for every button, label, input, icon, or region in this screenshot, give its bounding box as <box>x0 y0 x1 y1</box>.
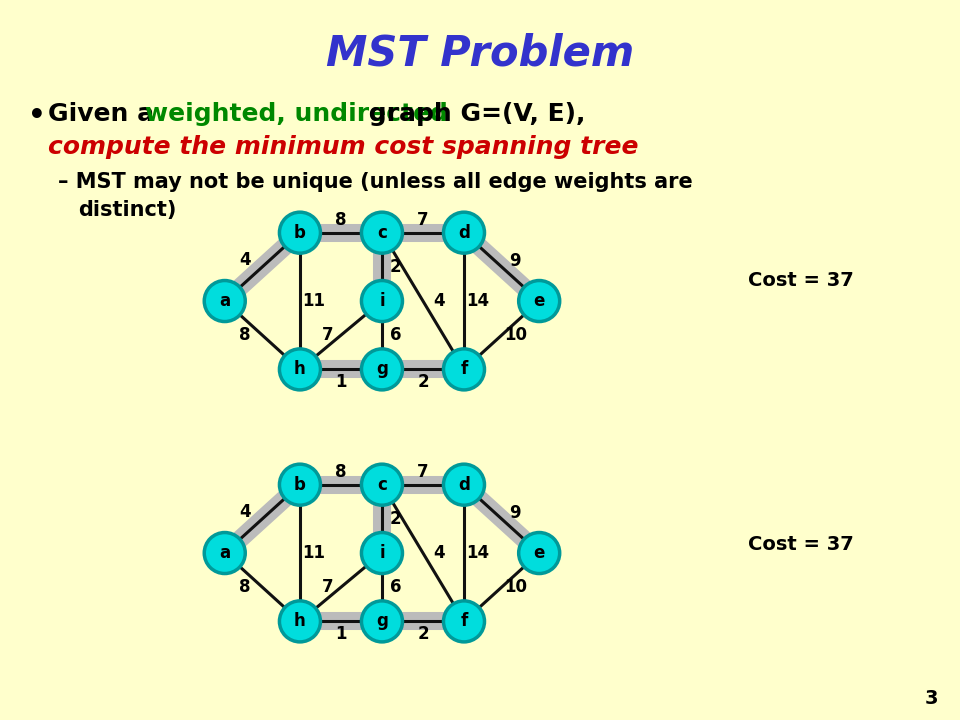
Circle shape <box>279 464 321 505</box>
Text: 6: 6 <box>390 578 401 596</box>
Circle shape <box>362 281 402 322</box>
Text: h: h <box>294 613 306 631</box>
Text: 14: 14 <box>467 544 490 562</box>
Text: 7: 7 <box>322 326 333 344</box>
Text: b: b <box>294 476 306 494</box>
Text: d: d <box>458 476 470 494</box>
Text: e: e <box>534 292 545 310</box>
Text: MST Problem: MST Problem <box>325 32 635 74</box>
Text: – MST may not be unique (unless all edge weights are: – MST may not be unique (unless all edge… <box>58 172 693 192</box>
Text: 8: 8 <box>239 578 251 596</box>
Text: 11: 11 <box>302 292 325 310</box>
Text: 8: 8 <box>335 464 347 482</box>
Text: Given a: Given a <box>48 102 163 126</box>
Text: 2: 2 <box>390 258 401 276</box>
Text: 9: 9 <box>510 505 521 523</box>
Text: 10: 10 <box>504 578 527 596</box>
Text: 4: 4 <box>434 544 445 562</box>
Text: •: • <box>28 102 46 130</box>
Text: 3: 3 <box>924 689 938 708</box>
Text: 4: 4 <box>434 292 445 310</box>
Circle shape <box>204 281 245 322</box>
Circle shape <box>362 533 402 574</box>
Circle shape <box>279 349 321 390</box>
Text: i: i <box>379 544 385 562</box>
Text: 1: 1 <box>335 373 347 391</box>
Text: 14: 14 <box>467 292 490 310</box>
Text: 1: 1 <box>335 625 347 643</box>
Text: compute the minimum cost spanning tree: compute the minimum cost spanning tree <box>48 135 638 159</box>
Text: a: a <box>219 544 230 562</box>
Circle shape <box>444 601 485 642</box>
Text: 8: 8 <box>335 212 347 230</box>
Text: c: c <box>377 476 387 494</box>
Circle shape <box>204 533 245 574</box>
Text: distinct): distinct) <box>78 200 177 220</box>
Text: f: f <box>461 613 468 631</box>
Text: 4: 4 <box>239 503 251 521</box>
Text: 9: 9 <box>510 253 521 271</box>
Text: e: e <box>534 544 545 562</box>
Text: Cost = 37: Cost = 37 <box>748 536 853 554</box>
Circle shape <box>362 349 402 390</box>
Text: 7: 7 <box>418 464 429 482</box>
Text: g: g <box>376 361 388 379</box>
Circle shape <box>279 212 321 253</box>
Circle shape <box>444 464 485 505</box>
Circle shape <box>444 349 485 390</box>
Text: 11: 11 <box>302 544 325 562</box>
Circle shape <box>362 601 402 642</box>
Text: Cost = 37: Cost = 37 <box>748 271 853 289</box>
Circle shape <box>518 533 560 574</box>
Text: 8: 8 <box>239 326 251 344</box>
Text: 7: 7 <box>418 212 429 230</box>
Text: 2: 2 <box>390 510 401 528</box>
Text: a: a <box>219 292 230 310</box>
Circle shape <box>279 601 321 642</box>
Text: c: c <box>377 224 387 242</box>
Text: 6: 6 <box>390 326 401 344</box>
Circle shape <box>518 281 560 322</box>
Text: 2: 2 <box>418 373 429 391</box>
Circle shape <box>362 212 402 253</box>
Text: 2: 2 <box>418 625 429 643</box>
Text: graph G=(V, E),: graph G=(V, E), <box>360 102 586 126</box>
Text: d: d <box>458 224 470 242</box>
Text: g: g <box>376 613 388 631</box>
Text: 10: 10 <box>504 326 527 344</box>
Text: b: b <box>294 224 306 242</box>
Text: weighted, undirected: weighted, undirected <box>145 102 448 126</box>
Text: f: f <box>461 361 468 379</box>
Text: i: i <box>379 292 385 310</box>
Text: 4: 4 <box>239 251 251 269</box>
Text: h: h <box>294 361 306 379</box>
Text: 7: 7 <box>322 578 333 596</box>
Circle shape <box>444 212 485 253</box>
Circle shape <box>362 464 402 505</box>
